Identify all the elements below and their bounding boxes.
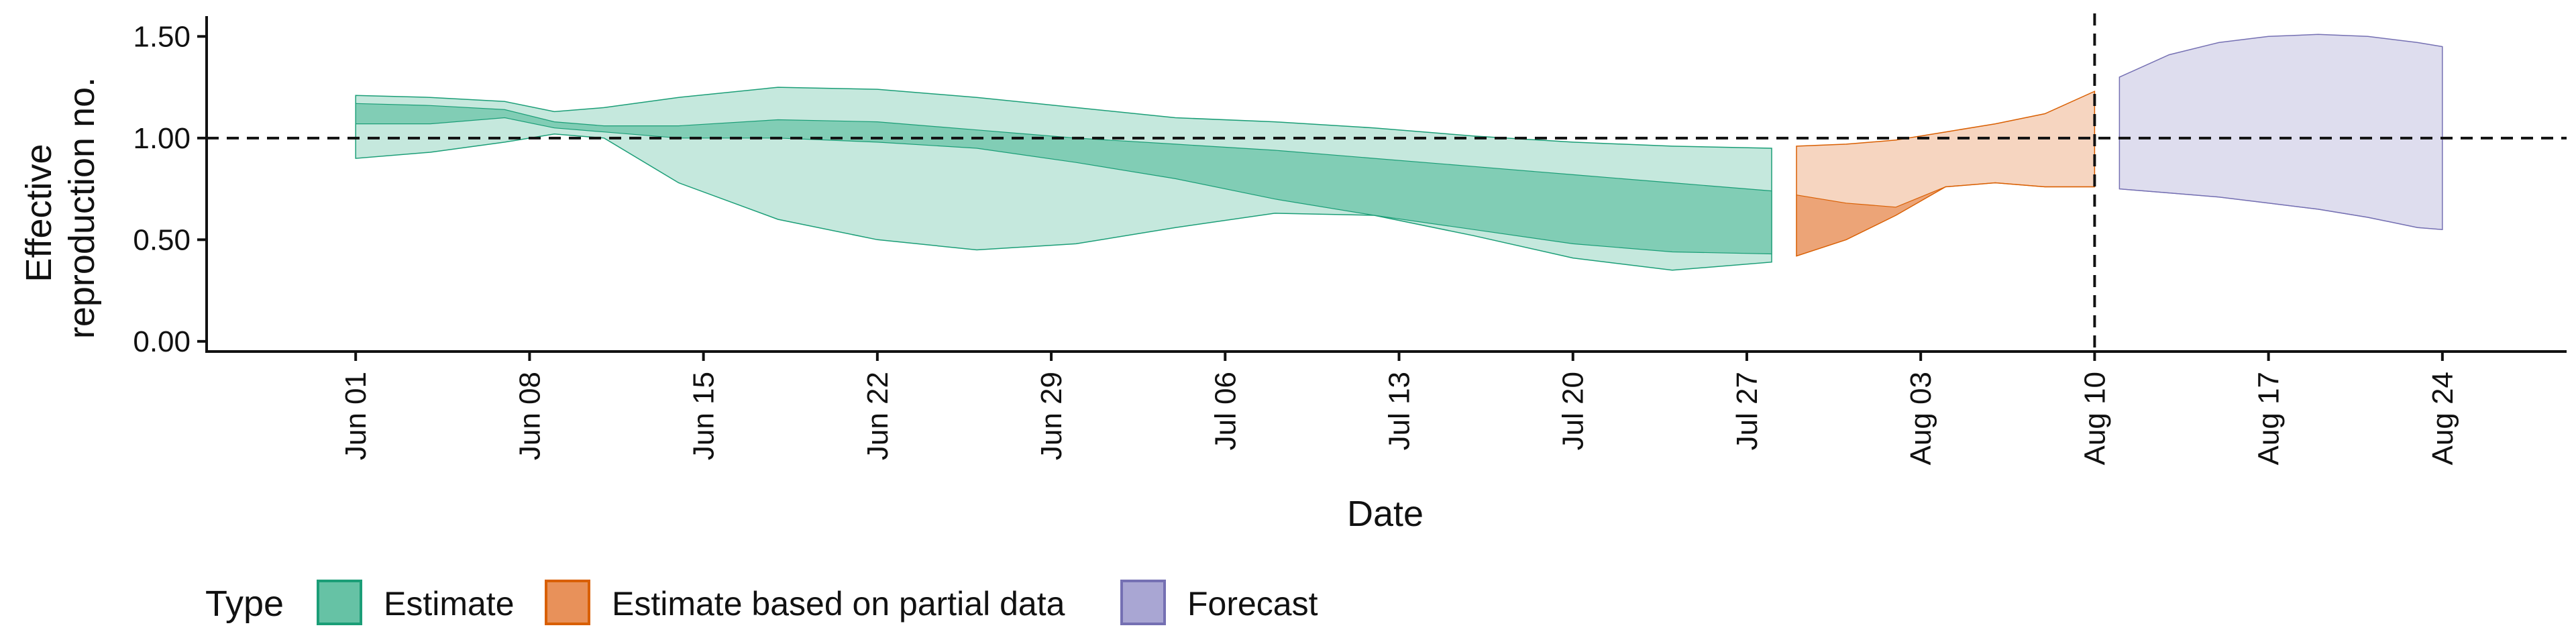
x-tick-label: Jun 29 bbox=[1035, 372, 1068, 460]
y-axis-title-line-1: Effective bbox=[19, 144, 59, 282]
x-tick-label: Aug 03 bbox=[1904, 372, 1937, 465]
x-tick-label: Jul 20 bbox=[1557, 372, 1590, 450]
y-axis-title: Effective reproduction no. bbox=[19, 77, 102, 339]
forecast-legend-label: Forecast bbox=[1187, 585, 1318, 623]
y-tick-label: 1.50 bbox=[133, 20, 191, 53]
axes bbox=[205, 16, 2567, 353]
y-axis-title-line-2: reproduction no. bbox=[62, 77, 102, 339]
y-tick-label: 0.50 bbox=[133, 223, 191, 256]
x-tick-label: Aug 10 bbox=[2078, 372, 2111, 465]
x-tick-label: Jul 13 bbox=[1383, 372, 1416, 450]
y-tick-label: 0.00 bbox=[133, 325, 191, 358]
partial-data-inner-band bbox=[1796, 182, 2095, 257]
partial-data-legend-swatch bbox=[545, 580, 590, 625]
y-axis-ticks: 0.00 0.50 1.00 1.50 bbox=[133, 20, 207, 358]
legend: Type Estimate Estimate based on partial d… bbox=[205, 580, 1318, 625]
x-tick-label: Aug 17 bbox=[2253, 372, 2286, 465]
estimate-inner-band bbox=[355, 103, 1772, 255]
estimate-bands bbox=[355, 34, 2443, 271]
x-tick-label: Aug 24 bbox=[2426, 372, 2459, 465]
reference-lines bbox=[207, 13, 2567, 352]
forecast-outer-band bbox=[2118, 34, 2443, 231]
x-tick-label: Jul 06 bbox=[1209, 372, 1242, 450]
x-tick-label: Jun 08 bbox=[513, 372, 546, 460]
x-tick-label: Jun 15 bbox=[688, 372, 720, 460]
x-tick-label: Jul 27 bbox=[1731, 372, 1764, 450]
estimate-legend-label: Estimate bbox=[384, 585, 515, 623]
forecast-inner-band bbox=[2119, 189, 2443, 230]
x-tick-label: Jun 01 bbox=[339, 372, 372, 460]
legend-title: Type bbox=[205, 584, 284, 624]
estimate-legend-swatch bbox=[317, 580, 362, 625]
y-tick-label: 1.00 bbox=[133, 122, 191, 155]
x-tick-label: Jun 22 bbox=[861, 372, 894, 460]
partial-data-legend-label: Estimate based on partial data bbox=[612, 585, 1065, 623]
forecast-legend-swatch bbox=[1120, 580, 1166, 625]
x-axis-title: Date bbox=[1347, 494, 1424, 534]
x-axis-ticks: Jun 01 Jun 08 Jun 15 Jun 22 Jun 29 Jul 06 Jul … bbox=[339, 352, 2459, 465]
